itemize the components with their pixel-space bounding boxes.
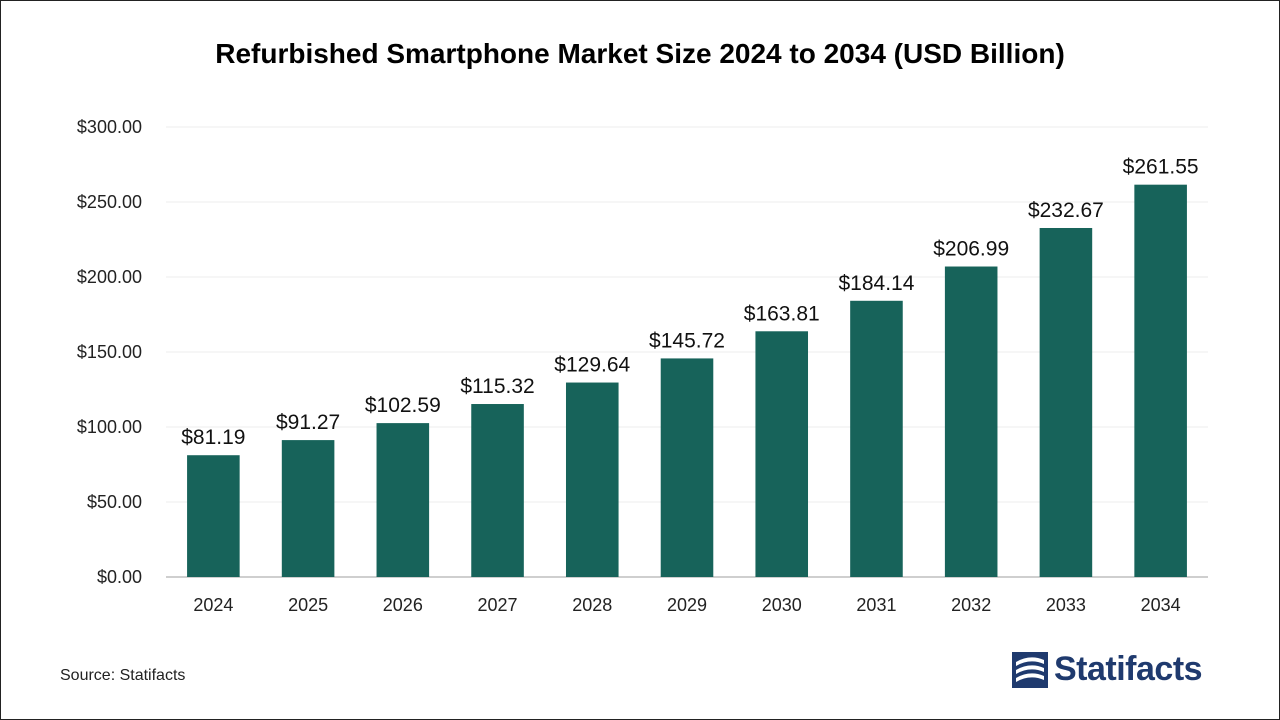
x-tick-label: 2027 xyxy=(478,595,518,615)
y-tick-label: $150.00 xyxy=(77,342,142,362)
data-label: $102.59 xyxy=(365,394,441,417)
bar xyxy=(565,382,619,577)
data-label: $115.32 xyxy=(460,375,534,398)
bar xyxy=(1134,184,1187,578)
chart-title: Refurbished Smartphone Market Size 2024 … xyxy=(215,38,1065,69)
x-tick-label: 2028 xyxy=(572,595,612,615)
y-tick-label: $300.00 xyxy=(77,117,142,137)
x-tick-label: 2033 xyxy=(1046,595,1086,615)
data-label: $91.27 xyxy=(276,411,340,434)
data-label: $184.14 xyxy=(838,272,914,295)
bar xyxy=(850,300,903,577)
bar xyxy=(281,440,335,577)
statifacts-logo: Statifacts xyxy=(1012,650,1222,696)
bar xyxy=(376,423,430,577)
x-tick-label: 2030 xyxy=(762,595,802,615)
bar xyxy=(471,404,524,577)
y-tick-label: $100.00 xyxy=(77,417,142,437)
x-tick-label: 2031 xyxy=(856,595,896,615)
bar xyxy=(187,455,240,577)
x-tick-label: 2032 xyxy=(951,595,991,615)
x-tick-label: 2025 xyxy=(288,595,328,615)
y-tick-label: $250.00 xyxy=(77,192,142,212)
data-label: $129.64 xyxy=(554,354,630,377)
bar xyxy=(755,331,809,577)
bar xyxy=(660,358,714,577)
source-note: Source: Statifacts xyxy=(60,667,186,684)
statifacts-logo-text: Statifacts xyxy=(1054,650,1203,688)
data-label: $163.81 xyxy=(744,302,820,325)
data-label: $232.67 xyxy=(1028,199,1104,222)
x-tick-label: 2034 xyxy=(1141,595,1181,615)
data-label: $261.55 xyxy=(1123,156,1199,179)
bar xyxy=(944,266,998,577)
y-tick-label: $200.00 xyxy=(77,267,142,287)
bar xyxy=(1039,227,1093,577)
data-label: $206.99 xyxy=(933,238,1009,261)
statifacts-logo-icon xyxy=(1012,652,1048,688)
x-tick-label: 2024 xyxy=(193,595,233,615)
x-tick-label: 2029 xyxy=(667,595,707,615)
x-tick-label: 2026 xyxy=(383,595,423,615)
data-label: $145.72 xyxy=(649,329,725,352)
y-tick-label: $50.00 xyxy=(87,492,142,512)
y-tick-label: $0.00 xyxy=(97,567,142,587)
data-label: $81.19 xyxy=(181,426,245,449)
